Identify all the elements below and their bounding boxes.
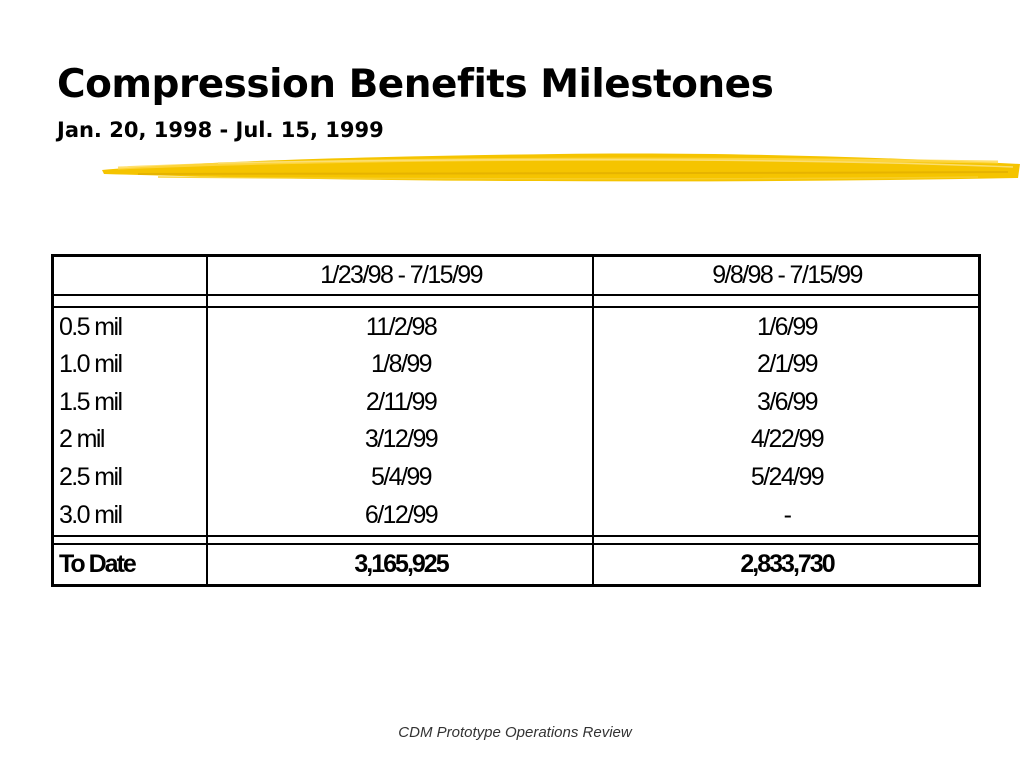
slide-title: Compression Benefits Milestones xyxy=(57,62,774,107)
row-label: 3.0 mil xyxy=(59,501,123,529)
header-rule-top xyxy=(51,294,981,296)
row-date: 2/1/99 xyxy=(757,350,819,378)
row-date: 6/12/99 xyxy=(364,501,439,529)
yellow-brush-stroke xyxy=(102,153,1020,182)
row-date: - xyxy=(783,501,792,529)
row-date: 5/24/99 xyxy=(750,463,825,491)
row-date: 3/12/99 xyxy=(364,425,439,453)
row-date: 3/6/99 xyxy=(757,388,819,416)
table-frame xyxy=(51,254,981,587)
header-period-1: 1/23/98 - 7/15/99 xyxy=(320,261,483,289)
row-date: 1/8/99 xyxy=(371,350,433,378)
row-date: 2/11/99 xyxy=(365,388,438,416)
slide-footer: CDM Prototype Operations Review xyxy=(398,724,632,741)
header-rule-bottom xyxy=(51,306,981,308)
row-label: 1.5 mil xyxy=(59,388,123,416)
row-label: 1.0 mil xyxy=(59,350,123,378)
row-date: 1/6/99 xyxy=(757,313,819,341)
column-divider xyxy=(592,254,594,587)
total-value: 2,833,730 xyxy=(740,550,835,578)
slide-subtitle: Jan. 20, 1998 - Jul. 15, 1999 xyxy=(57,118,384,142)
total-rule-top xyxy=(51,535,981,537)
row-label: 2.5 mil xyxy=(59,463,123,491)
row-date: 11/2/98 xyxy=(365,313,438,341)
row-label: 0.5 mil xyxy=(59,313,123,341)
total-rule-bottom xyxy=(51,543,981,545)
total-label: To Date xyxy=(59,550,137,578)
column-divider xyxy=(206,254,208,587)
row-date: 5/4/99 xyxy=(371,463,433,491)
row-label: 2 mil xyxy=(59,425,105,453)
total-value: 3,165,925 xyxy=(354,550,449,578)
row-date: 4/22/99 xyxy=(750,425,825,453)
milestones-table: 1/23/98 - 7/15/99 9/8/98 - 7/15/99 0.5 m… xyxy=(51,254,981,587)
header-period-2: 9/8/98 - 7/15/99 xyxy=(712,261,863,289)
